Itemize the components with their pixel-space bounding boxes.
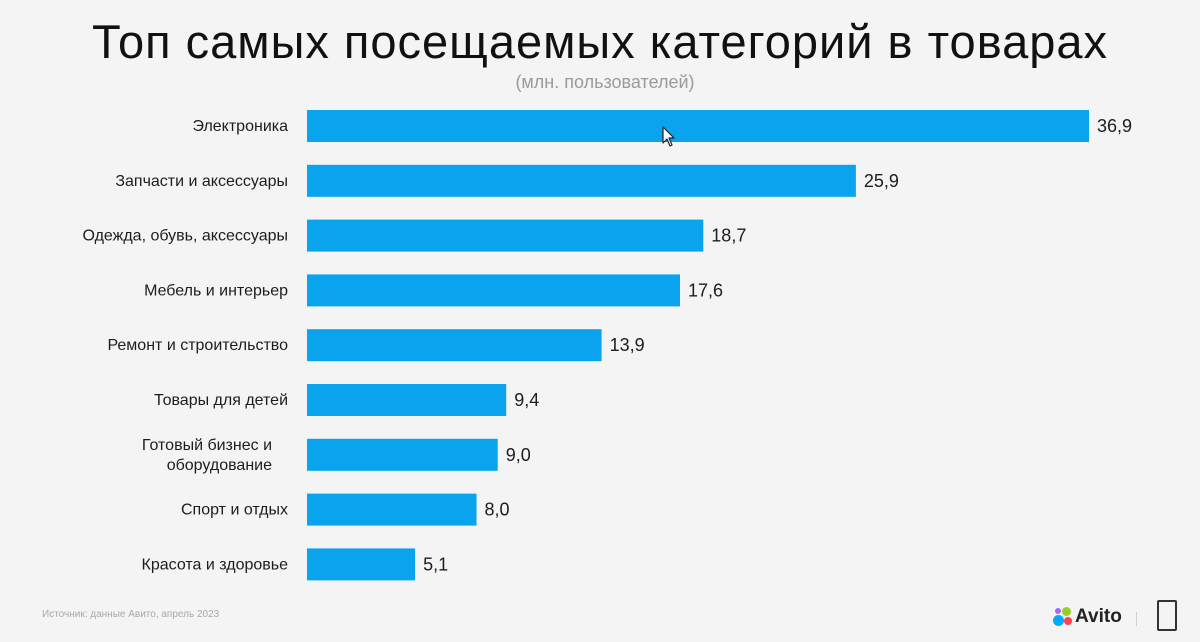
value-label: 9,0 [506,445,531,465]
bar [307,329,602,362]
value-label: 25,9 [864,171,899,191]
category-label: Спорт и отдых [181,502,288,519]
source-note: Источник: данные Авито, апрель 2023 [42,609,220,620]
category-label: Одежда, обувь, аксессуары [82,228,288,245]
value-label: 13,9 [610,335,645,355]
bar [307,274,680,307]
category-label: Товары для детей [154,392,288,409]
bar [307,548,416,581]
value-label: 17,6 [688,280,723,300]
category-label: Электроника [192,118,288,135]
bar [307,164,856,197]
value-label: 8,0 [485,500,510,520]
bar [307,110,1089,142]
avito-logo: Avito [1053,606,1122,628]
chart-title: Топ самых посещаемых категорий в товарах [91,15,1109,68]
category-label: Запчасти и аксессуары [115,173,288,190]
value-label: 18,7 [711,226,746,246]
value-label: 36,9 [1097,116,1132,136]
bar [307,384,507,416]
divider [1136,612,1137,626]
bar [307,493,477,526]
bar [307,438,498,471]
bar [307,219,704,252]
avito-logo-icon [1053,607,1073,627]
category-label: Ремонт и строительство [107,337,288,354]
chart-subtitle: (млн. пользователей) [515,72,695,92]
value-label: 9,4 [514,390,539,410]
phone-icon [1157,600,1177,631]
value-label: 5,1 [423,554,448,574]
avito-logo-text: Avito [1075,606,1122,627]
category-label: Готовый бизнес и оборудование [142,437,272,474]
category-label: Мебель и интерьер [144,282,288,299]
category-label: Красота и здоровье [142,556,289,573]
mouse-cursor-icon [662,126,675,147]
